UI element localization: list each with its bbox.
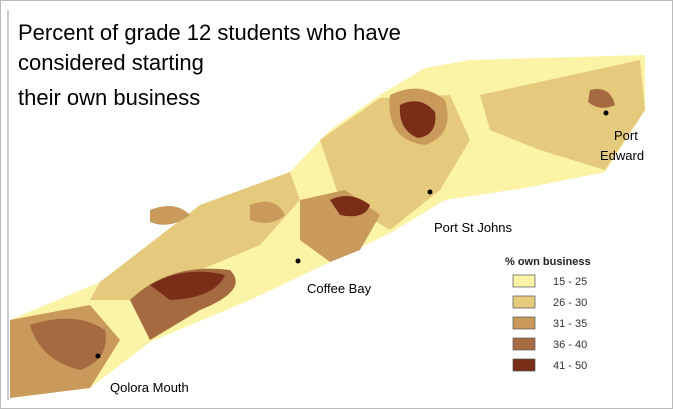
place-dot [95,353,101,359]
title-line: Percent of grade 12 students who have [18,20,401,45]
legend: % own business 15 - 25 26 - 30 31 - 35 36 -… [505,256,591,372]
legend-label: 31 - 35 [553,318,587,330]
place-dot [427,189,433,195]
place-label: Coffee Bay [307,281,372,296]
place-label: Port [614,128,638,143]
legend-label: 26 - 30 [553,297,587,309]
legend-swatch [512,274,536,288]
title-line: their own business [18,85,200,110]
legend-label: 36 - 40 [553,339,587,351]
legend-label: 41 - 50 [553,360,587,372]
region [10,55,645,398]
legend-label: 15 - 25 [553,276,587,288]
place-label: Qolora Mouth [110,380,189,395]
legend-title: % own business [505,256,591,268]
place-dot [295,258,301,264]
title: Percent of grade 12 students who have co… [18,20,401,110]
places: Port Edward Port St Johns Coffee Bay Qol… [95,110,644,395]
legend-swatch [512,316,536,330]
place-dot [603,110,609,116]
legend-swatch [512,295,536,309]
legend-swatch [512,358,536,372]
title-line: considered starting [18,50,204,75]
place-label: Edward [600,148,644,163]
place-label: Port St Johns [434,220,513,235]
legend-swatch [512,337,536,351]
